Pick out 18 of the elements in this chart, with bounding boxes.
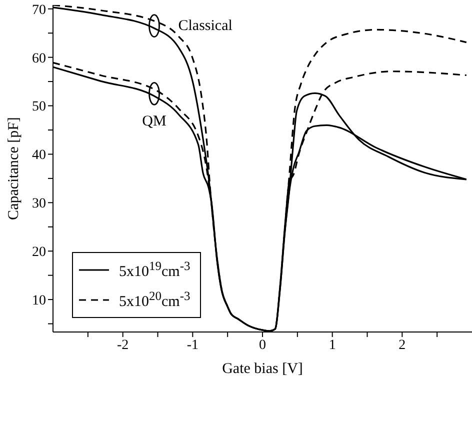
x-tick-label: -1 <box>186 338 199 353</box>
y-tick-label: 70 <box>32 2 46 18</box>
y-tick-label: 50 <box>32 100 46 115</box>
y-axis-title: Capacitance [pF] <box>6 117 22 220</box>
x-tick-label: 2 <box>398 338 406 353</box>
legend-label: 5x10$^{20}$cm$^{-3}$ <box>119 289 190 311</box>
x-tick-label: 1 <box>328 338 336 353</box>
y-tick-label: 10 <box>32 294 46 309</box>
x-axis-title: Gate bias [V] <box>222 361 303 377</box>
annotation: Classical <box>178 18 232 34</box>
y-tick-label: 30 <box>32 196 46 212</box>
y-tick-label: 60 <box>32 51 46 66</box>
x-tick-label: -2 <box>116 338 129 353</box>
y-tick-label: 20 <box>32 245 46 260</box>
annotation: QM <box>142 114 166 130</box>
y-tick-label: 40 <box>32 148 46 164</box>
x-tick-label: 0 <box>259 338 266 353</box>
legend-label: 5x10$^{19}$cm$^{-3}$ <box>119 259 190 281</box>
